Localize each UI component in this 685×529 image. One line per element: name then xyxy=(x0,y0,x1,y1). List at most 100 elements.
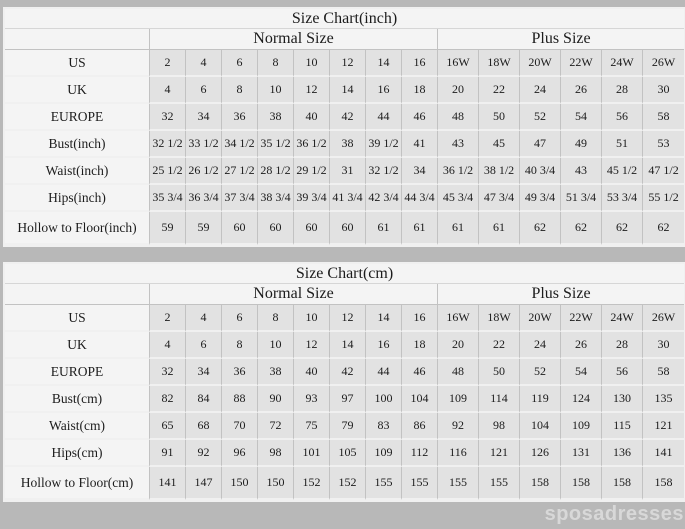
value-cell: 36 1/2 xyxy=(294,131,330,158)
value-cell: 152 xyxy=(330,467,366,500)
value-cell: 20W xyxy=(520,50,561,77)
value-cell: 45 1/2 xyxy=(602,158,643,185)
value-cell: 46 xyxy=(402,359,438,386)
value-cell: 136 xyxy=(602,440,643,467)
value-cell: 155 xyxy=(402,467,438,500)
value-cell: 4 xyxy=(186,305,222,332)
row-label: Hollow to Floor(cm) xyxy=(5,467,150,500)
value-cell: 98 xyxy=(479,413,520,440)
value-cell: 42 xyxy=(330,104,366,131)
size-chart-inch-table: Size Chart(inch) Normal Size Plus Size US 2 4… xyxy=(3,7,685,247)
row-label: Waist(cm) xyxy=(5,413,150,440)
value-cell: 28 xyxy=(602,332,643,359)
value-cell: 62 xyxy=(561,212,602,245)
value-cell: 155 xyxy=(438,467,479,500)
value-cell: 61 xyxy=(366,212,402,245)
value-cell: 8 xyxy=(258,305,294,332)
value-cell: 52 xyxy=(520,104,561,131)
table-row: EUROPE 32 34 36 38 40 42 44 46 48 50 52 54 56 58 xyxy=(5,359,685,386)
value-cell: 72 xyxy=(258,413,294,440)
value-cell: 12 xyxy=(330,50,366,77)
table-row: Hips(cm) 91 92 96 98 101 105 109 112 116 121 126 131… xyxy=(5,440,685,467)
value-cell: 33 1/2 xyxy=(186,131,222,158)
value-cell: 18 xyxy=(402,77,438,104)
value-cell: 8 xyxy=(258,50,294,77)
value-cell: 54 xyxy=(561,104,602,131)
table-title: Size Chart(cm) xyxy=(5,264,685,284)
value-cell: 14 xyxy=(366,50,402,77)
value-cell: 26W xyxy=(643,305,685,332)
value-cell: 38 xyxy=(330,131,366,158)
value-cell: 50 xyxy=(479,104,520,131)
value-cell: 65 xyxy=(150,413,186,440)
value-cell: 49 3/4 xyxy=(520,185,561,212)
value-cell: 37 3/4 xyxy=(222,185,258,212)
value-cell: 101 xyxy=(294,440,330,467)
row-label: Hollow to Floor(inch) xyxy=(5,212,150,245)
row-label: EUROPE xyxy=(5,359,150,386)
value-cell: 48 xyxy=(438,104,479,131)
value-cell: 44 xyxy=(366,104,402,131)
value-cell: 61 xyxy=(402,212,438,245)
value-cell: 88 xyxy=(222,386,258,413)
group-header-row: Normal Size Plus Size xyxy=(5,29,685,50)
value-cell: 60 xyxy=(294,212,330,245)
table-title: Size Chart(inch) xyxy=(5,9,685,29)
value-cell: 56 xyxy=(602,359,643,386)
value-cell: 14 xyxy=(330,332,366,359)
value-cell: 79 xyxy=(330,413,366,440)
value-cell: 22W xyxy=(561,305,602,332)
value-cell: 6 xyxy=(222,50,258,77)
value-cell: 25 1/2 xyxy=(150,158,186,185)
value-cell: 34 xyxy=(402,158,438,185)
value-cell: 109 xyxy=(561,413,602,440)
value-cell: 18W xyxy=(479,50,520,77)
table-row: Hollow to Floor(inch) 59 59 60 60 60 60 61 61 61 6… xyxy=(5,212,685,245)
value-cell: 4 xyxy=(150,77,186,104)
group-header-normal-size: Normal Size xyxy=(150,29,438,50)
value-cell: 16W xyxy=(438,305,479,332)
value-cell: 10 xyxy=(258,332,294,359)
value-cell: 44 3/4 xyxy=(402,185,438,212)
value-cell: 158 xyxy=(602,467,643,500)
value-cell: 60 xyxy=(222,212,258,245)
value-cell: 62 xyxy=(643,212,685,245)
value-cell: 40 3/4 xyxy=(520,158,561,185)
value-cell: 43 xyxy=(438,131,479,158)
value-cell: 58 xyxy=(643,104,685,131)
row-label: US xyxy=(5,50,150,77)
value-cell: 114 xyxy=(479,386,520,413)
value-cell: 52 xyxy=(520,359,561,386)
value-cell: 83 xyxy=(366,413,402,440)
group-header-plus-size: Plus Size xyxy=(438,29,685,50)
value-cell: 26 xyxy=(561,77,602,104)
value-cell: 158 xyxy=(643,467,685,500)
value-cell: 51 xyxy=(602,131,643,158)
value-cell: 39 3/4 xyxy=(294,185,330,212)
value-cell: 32 1/2 xyxy=(366,158,402,185)
value-cell: 24 xyxy=(520,332,561,359)
value-cell: 141 xyxy=(150,467,186,500)
value-cell: 59 xyxy=(186,212,222,245)
value-cell: 48 xyxy=(438,359,479,386)
value-cell: 41 3/4 xyxy=(330,185,366,212)
value-cell: 150 xyxy=(222,467,258,500)
value-cell: 53 xyxy=(643,131,685,158)
value-cell: 155 xyxy=(366,467,402,500)
table-row: US 2 4 6 8 10 12 14 16 16W 18W 20W 22W 24W 26W xyxy=(5,50,685,77)
value-cell: 109 xyxy=(366,440,402,467)
row-label: Bust(inch) xyxy=(5,131,150,158)
group-header-normal-size: Normal Size xyxy=(150,284,438,305)
value-cell: 38 3/4 xyxy=(258,185,294,212)
value-cell: 14 xyxy=(330,77,366,104)
value-cell: 24 xyxy=(520,77,561,104)
value-cell: 12 xyxy=(294,77,330,104)
value-cell: 22W xyxy=(561,50,602,77)
value-cell: 141 xyxy=(643,440,685,467)
size-chart-cm-table: Size Chart(cm) Normal Size Plus Size US 2 4 6 8… xyxy=(3,262,685,502)
value-cell: 40 xyxy=(294,104,330,131)
value-cell: 42 3/4 xyxy=(366,185,402,212)
value-cell: 90 xyxy=(258,386,294,413)
value-cell: 40 xyxy=(294,359,330,386)
